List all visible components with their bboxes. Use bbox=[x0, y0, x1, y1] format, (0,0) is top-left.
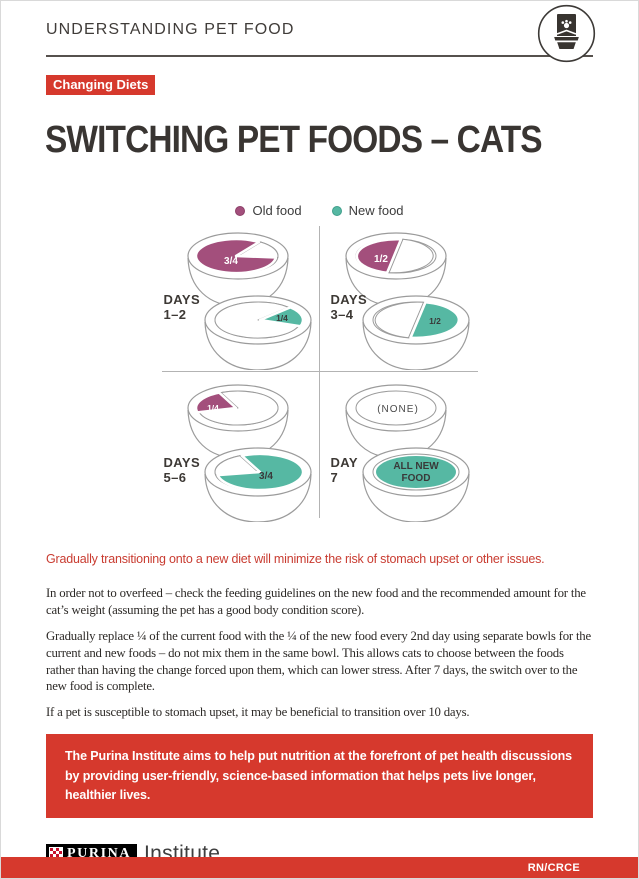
footer-bar: RN/CRCE bbox=[1, 857, 638, 878]
transition-diagram: DAYS 1–2 3/4 1/4 bbox=[161, 226, 478, 522]
legend-item-new-food: New food bbox=[331, 203, 404, 218]
pet-food-bag-and-bowl-icon bbox=[537, 4, 596, 63]
new-food-bowl: ALL NEW FOOD bbox=[361, 447, 470, 522]
legend-label-old: Old food bbox=[252, 203, 302, 218]
body-copy: In order not to overfeed – check the fee… bbox=[1, 585, 638, 721]
new-food-dot-icon bbox=[331, 205, 342, 216]
new-portion-label-line2: FOOD bbox=[401, 473, 430, 484]
quadrant-label: DAYS 3–4 bbox=[330, 292, 368, 322]
legend-label-new: New food bbox=[348, 203, 404, 218]
quadrant-label: DAYS 1–2 bbox=[163, 292, 201, 322]
old-portion-label: 1/2 bbox=[374, 254, 388, 265]
header-divider bbox=[46, 55, 593, 57]
old-food-bowl: 3/4 bbox=[186, 232, 289, 307]
new-portion-label-line1: ALL NEW bbox=[393, 461, 439, 472]
new-food-bowl: 1/4 bbox=[203, 295, 312, 370]
new-portion-label: 3/4 bbox=[259, 471, 273, 482]
old-food-dot-icon bbox=[235, 205, 246, 216]
old-portion-label: (NONE) bbox=[377, 404, 419, 415]
legend: Old food New food bbox=[1, 203, 638, 218]
page-kicker: UNDERSTANDING PET FOOD bbox=[46, 21, 295, 38]
old-food-bowl: 1/4 bbox=[186, 384, 289, 459]
new-food-bowl: 1/2 bbox=[361, 295, 470, 370]
legend-item-old-food: Old food bbox=[235, 203, 302, 218]
paragraph-stomach-upset: If a pet is susceptible to stomach upset… bbox=[46, 705, 470, 720]
lead-statement: Gradually transitioning onto a new diet … bbox=[46, 552, 545, 566]
quadrant-days-5-6: DAYS 5–6 1/4 3/4 bbox=[162, 372, 320, 522]
purina-institute-callout: The Purina Institute aims to help put nu… bbox=[46, 734, 593, 819]
quadrant-label: DAYS 5–6 bbox=[163, 455, 201, 485]
quadrant-day-7: DAY 7 (NONE) ALL NEW FOOD bbox=[320, 372, 478, 522]
old-food-bowl: (NONE) bbox=[344, 384, 447, 459]
old-portion-label: 1/4 bbox=[207, 403, 219, 413]
old-portion-label: 3/4 bbox=[224, 256, 238, 267]
document-code: RN/CRCE bbox=[527, 861, 580, 874]
quadrant-label: DAY 7 bbox=[330, 455, 358, 485]
paragraph-overfeed: In order not to overfeed – check the fee… bbox=[46, 586, 586, 617]
page-title: SWITCHING PET FOODS – CATS bbox=[45, 119, 543, 161]
new-food-bowl: 3/4 bbox=[203, 447, 312, 522]
quadrant-days-3-4: DAYS 3–4 1/2 1/2 bbox=[319, 226, 478, 372]
paragraph-replace-quarter: Gradually replace ¼ of the current food … bbox=[46, 628, 591, 694]
old-food-bowl: 1/2 bbox=[344, 232, 447, 307]
new-portion-label: 1/2 bbox=[429, 316, 441, 326]
category-badge: Changing Diets bbox=[46, 75, 156, 95]
new-portion-label: 1/4 bbox=[276, 313, 288, 323]
quadrant-days-1-2: DAYS 1–2 3/4 1/4 bbox=[161, 226, 320, 372]
